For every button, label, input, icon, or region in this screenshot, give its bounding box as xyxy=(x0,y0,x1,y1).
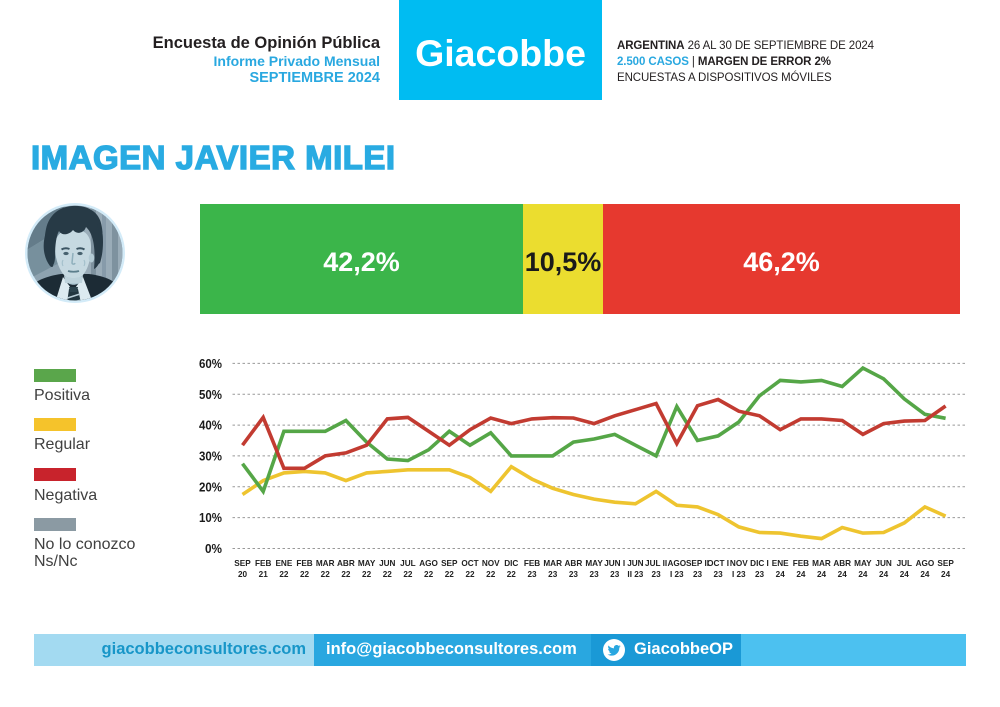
svg-text:ABR: ABR xyxy=(337,559,355,568)
svg-text:MAR: MAR xyxy=(812,559,831,568)
svg-text:22: 22 xyxy=(341,570,351,579)
svg-text:24: 24 xyxy=(776,570,786,579)
svg-text:23: 23 xyxy=(755,570,765,579)
svg-text:30%: 30% xyxy=(199,449,222,463)
svg-text:JUN: JUN xyxy=(875,559,891,568)
svg-text:23: 23 xyxy=(569,570,579,579)
svg-text:OCT I: OCT I xyxy=(707,559,729,568)
svg-text:MAY: MAY xyxy=(585,559,603,568)
svg-text:24: 24 xyxy=(900,570,910,579)
svg-text:23: 23 xyxy=(610,570,620,579)
svg-text:SEP: SEP xyxy=(441,559,458,568)
svg-text:FEB: FEB xyxy=(524,559,540,568)
svg-text:21: 21 xyxy=(259,570,269,579)
svg-text:0%: 0% xyxy=(205,542,222,556)
svg-text:24: 24 xyxy=(920,570,930,579)
svg-text:MAR: MAR xyxy=(543,559,562,568)
svg-text:22: 22 xyxy=(383,570,393,579)
svg-text:SEP II: SEP II xyxy=(686,559,709,568)
svg-text:JUN: JUN xyxy=(379,559,395,568)
svg-text:22: 22 xyxy=(486,570,496,579)
svg-text:50%: 50% xyxy=(199,388,222,402)
svg-text:NOV: NOV xyxy=(730,559,748,568)
svg-text:20: 20 xyxy=(238,570,248,579)
svg-text:OCT: OCT xyxy=(461,559,478,568)
svg-text:JUN: JUN xyxy=(627,559,643,568)
svg-text:40%: 40% xyxy=(199,419,222,433)
svg-text:22: 22 xyxy=(445,570,455,579)
svg-text:MAR: MAR xyxy=(316,559,335,568)
svg-text:23: 23 xyxy=(693,570,703,579)
svg-text:AGO: AGO xyxy=(419,559,438,568)
svg-text:10%: 10% xyxy=(199,511,222,525)
svg-text:22: 22 xyxy=(279,570,289,579)
svg-text:II 23: II 23 xyxy=(627,570,643,579)
svg-text:22: 22 xyxy=(465,570,475,579)
svg-text:FEB: FEB xyxy=(793,559,809,568)
svg-text:FEB: FEB xyxy=(296,559,312,568)
svg-text:22: 22 xyxy=(403,570,413,579)
svg-text:FEB: FEB xyxy=(255,559,271,568)
svg-text:JUL II: JUL II xyxy=(645,559,667,568)
svg-text:ABR: ABR xyxy=(565,559,583,568)
svg-text:22: 22 xyxy=(300,570,310,579)
svg-text:20%: 20% xyxy=(199,480,222,494)
svg-text:23: 23 xyxy=(714,570,724,579)
svg-text:JUN I: JUN I xyxy=(604,559,625,568)
svg-text:22: 22 xyxy=(424,570,434,579)
svg-text:24: 24 xyxy=(817,570,827,579)
svg-text:ENE: ENE xyxy=(275,559,292,568)
svg-text:24: 24 xyxy=(796,570,806,579)
svg-text:SEP: SEP xyxy=(937,559,954,568)
svg-text:JUL: JUL xyxy=(400,559,415,568)
svg-text:60%: 60% xyxy=(199,357,222,371)
svg-text:DIC: DIC xyxy=(504,559,518,568)
svg-text:23: 23 xyxy=(652,570,662,579)
svg-text:24: 24 xyxy=(858,570,868,579)
svg-text:I 23: I 23 xyxy=(732,570,746,579)
svg-text:ENE: ENE xyxy=(772,559,789,568)
svg-text:24: 24 xyxy=(941,570,951,579)
svg-text:ABR: ABR xyxy=(833,559,851,568)
svg-text:23: 23 xyxy=(590,570,600,579)
svg-text:22: 22 xyxy=(507,570,517,579)
svg-text:23: 23 xyxy=(548,570,558,579)
svg-text:JUL: JUL xyxy=(897,559,912,568)
svg-text:SEP: SEP xyxy=(234,559,251,568)
svg-text:DIC I: DIC I xyxy=(750,559,769,568)
svg-text:NOV: NOV xyxy=(482,559,500,568)
svg-text:AGO: AGO xyxy=(916,559,935,568)
svg-text:MAY: MAY xyxy=(854,559,872,568)
svg-text:MAY: MAY xyxy=(358,559,376,568)
svg-text:I 23: I 23 xyxy=(670,570,684,579)
svg-text:24: 24 xyxy=(879,570,889,579)
svg-text:AGO: AGO xyxy=(667,559,686,568)
svg-text:22: 22 xyxy=(362,570,372,579)
svg-text:22: 22 xyxy=(321,570,331,579)
svg-text:23: 23 xyxy=(527,570,537,579)
svg-text:24: 24 xyxy=(838,570,848,579)
